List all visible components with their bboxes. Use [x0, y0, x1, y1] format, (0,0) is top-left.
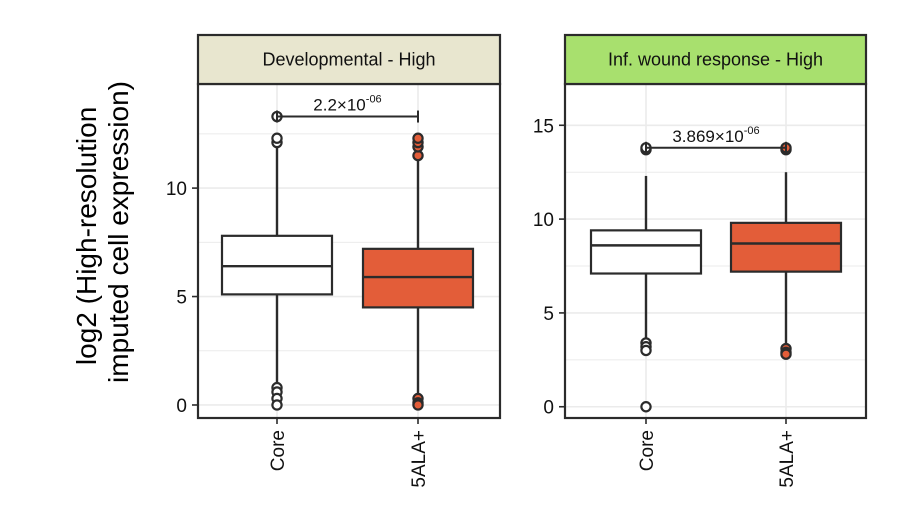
x-tick-label: 5ALA+	[409, 430, 430, 488]
strip-title: Developmental - High	[262, 50, 435, 70]
significance-bracket: 3.869×10-06	[645, 125, 787, 154]
panel-1: 2.2×10-06 Developmental - High 0 5 10 Core 5AL…	[166, 33, 502, 488]
outlier-point	[640, 401, 652, 413]
box-body	[729, 221, 843, 273]
box-body	[589, 229, 703, 275]
p-value-mantissa: 2.2×10	[313, 96, 365, 115]
strip-background	[196, 33, 502, 86]
y-axis-label-line-2: imputed cell expression)	[103, 81, 134, 383]
y-tick-label: 15	[533, 116, 554, 137]
outlier-point	[780, 348, 792, 360]
outlier-point	[271, 132, 283, 144]
p-value-exponent: -06	[366, 94, 382, 106]
outlier-point	[412, 399, 424, 411]
strip-background	[563, 33, 868, 86]
outlier-point	[271, 399, 283, 411]
box-5alaplus	[729, 142, 843, 360]
y-tick-label: 10	[533, 210, 554, 231]
p-value-exponent: -06	[744, 125, 760, 137]
x-tick-label: Core	[268, 430, 289, 471]
outlier-point	[412, 132, 424, 144]
y-axis-label-line-1: log2 (High-resolution	[71, 107, 102, 365]
box-core	[220, 110, 334, 411]
p-value-label: 2.2×10-06	[313, 94, 381, 115]
p-value-label: 3.869×10-06	[672, 125, 759, 146]
x-tick-label: 5ALA+	[777, 430, 798, 488]
y-tick-label: 10	[166, 179, 187, 200]
panel-2: 3.869×10-06 Inf. wound response - High 0 5 1…	[533, 33, 868, 488]
y-tick-label: 0	[176, 396, 187, 417]
y-tick-label: 5	[543, 304, 554, 325]
y-tick-label: 5	[176, 288, 187, 309]
x-tick-label: Core	[637, 430, 658, 471]
p-value-mantissa: 3.869×10	[672, 127, 743, 146]
y-tick-label: 0	[543, 398, 554, 419]
box-5alaplus	[361, 132, 475, 411]
significance-bracket: 2.2×10-06	[276, 94, 419, 123]
box-core	[589, 142, 703, 413]
strip-title: Inf. wound response - High	[608, 50, 823, 70]
outlier-point	[640, 344, 652, 357]
y-axis-label: log2 (High-resolution imputed cell expre…	[71, 81, 134, 383]
